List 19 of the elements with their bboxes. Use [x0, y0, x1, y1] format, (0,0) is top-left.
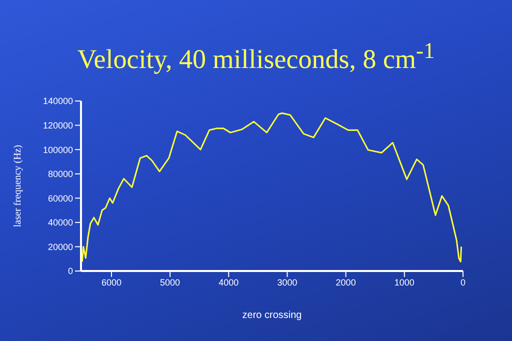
x-tick-label: 6000 — [101, 277, 122, 288]
y-tick-label: 0 — [68, 266, 73, 276]
x-tick-label: 4000 — [218, 277, 239, 288]
x-tick-label: 1000 — [394, 277, 414, 288]
x-tick-label: 0 — [460, 277, 466, 288]
line-series — [81, 112, 462, 262]
x-axis-title: zero crossing — [241, 310, 303, 321]
y-tick-label: 100000 — [42, 144, 73, 155]
y-tick-label: 60000 — [48, 193, 73, 204]
x-tick-label: 5000 — [160, 277, 180, 288]
y-tick-label: 40000 — [48, 218, 73, 228]
y-axis-title: laser frequency (Hz) — [12, 144, 24, 228]
y-tick-label: 80000 — [48, 169, 73, 180]
x-tick-label: 3000 — [277, 277, 298, 288]
x-tick-label: 2000 — [336, 277, 356, 288]
chart-title: Velocity, 40 milliseconds, 8 cm$^{-1}$ — [76, 38, 436, 75]
y-tick-label: 140000 — [42, 96, 73, 106]
y-tick-label: 120000 — [42, 120, 73, 130]
y-tick-label: 20000 — [48, 242, 73, 252]
